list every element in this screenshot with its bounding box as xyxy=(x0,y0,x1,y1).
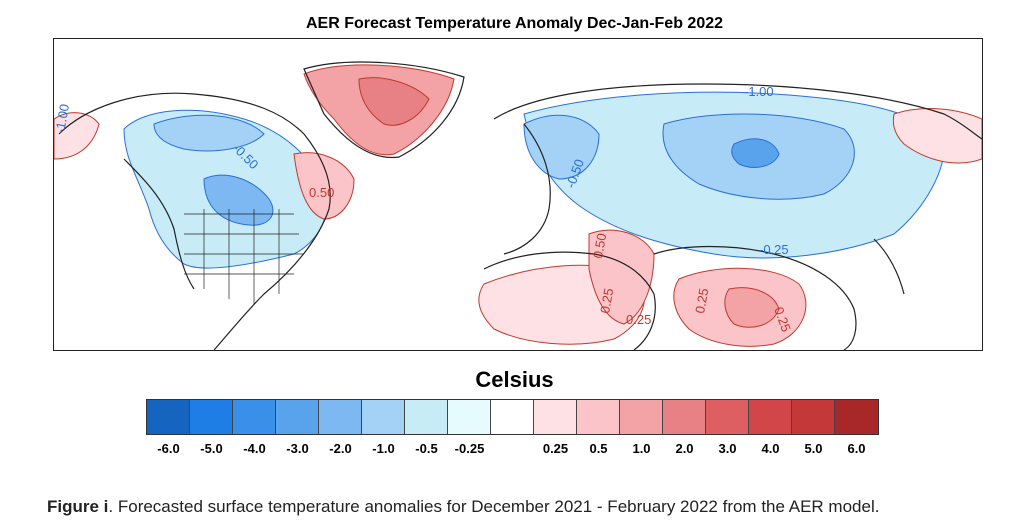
colorbar-tick-label: -6.0 xyxy=(157,441,180,456)
colorbar-tick-label: 2.0 xyxy=(675,441,694,456)
east-siberia-warm-region xyxy=(892,108,982,164)
eurasia-cold-core xyxy=(731,138,780,168)
colorbar-tick-label: 1.0 xyxy=(632,441,651,456)
colorbar-tick-label: 4.0 xyxy=(761,441,780,456)
figure-caption-label: Figure i xyxy=(47,497,109,516)
contour-label: 0.25 xyxy=(597,287,616,315)
anomaly-map: -1.00 -0.50 -0.25 -0.50 -1.00 0.50 0.50 0.25 0.2… xyxy=(53,38,983,351)
map-title: AER Forecast Temperature Anomaly Dec-Jan… xyxy=(305,15,724,32)
colorbar-swatch xyxy=(448,400,491,434)
contour-label: -1.00 xyxy=(54,103,72,135)
colorbar-tick-label: 6.0 xyxy=(847,441,866,456)
colorbar-swatch xyxy=(276,400,319,434)
colorbar-tick-label: -3.0 xyxy=(286,441,309,456)
colorbar-tick-label: 5.0 xyxy=(804,441,823,456)
contour-label: -0.25 xyxy=(759,242,789,257)
colorbar-swatch xyxy=(792,400,835,434)
colorbar-ticks: -6.0 -5.0 -4.0 -3.0 -2.0 -1.0 -0.5 -0.25 0.25 0.5… xyxy=(0,441,1029,459)
colorbar-swatch xyxy=(233,400,276,434)
colorbar-tick-label: -4.0 xyxy=(243,441,266,456)
canada-cold-band xyxy=(153,114,265,152)
colorbar-units-label: Celsius xyxy=(475,367,554,392)
figure-caption: Figure i. Forecasted surface temperature… xyxy=(47,497,879,517)
north-america-cold-core xyxy=(203,174,274,226)
colorbar-swatch xyxy=(319,400,362,434)
scandinavia-cold-region xyxy=(523,114,600,180)
colorbar-swatch xyxy=(362,400,405,434)
colorbar-tick-label: -2.0 xyxy=(329,441,352,456)
colorbar-tick-label: -0.25 xyxy=(454,441,485,456)
colorbar-swatch xyxy=(534,400,577,434)
contour-label: 0.25 xyxy=(626,312,651,327)
colorbar-swatch xyxy=(190,400,233,434)
colorbar-tick-label: 0.5 xyxy=(589,441,608,456)
colorbar-swatch xyxy=(491,400,534,434)
contour-label: 0.50 xyxy=(590,232,609,260)
middle-east-warm-region xyxy=(588,229,655,325)
colorbar-tick-label: -1.0 xyxy=(372,441,395,456)
colorbar-tick-label: -5.0 xyxy=(200,441,223,456)
colorbar-swatch xyxy=(663,400,706,434)
us-state-borders xyxy=(184,209,304,304)
figure-caption-text: . Forecasted surface temperature anomali… xyxy=(108,497,880,516)
contour-label: 0.50 xyxy=(309,185,334,200)
contour-label: 0.25 xyxy=(692,287,711,315)
colorbar-swatch xyxy=(405,400,448,434)
contour-label: -1.00 xyxy=(744,84,774,99)
colorbar-tick-label: -0.5 xyxy=(415,441,438,456)
greenland-warm-core xyxy=(358,77,430,126)
colorbar-swatch xyxy=(620,400,663,434)
china-warm-core xyxy=(724,287,780,328)
eastern-canada-warm-region xyxy=(293,152,355,220)
colorbar-swatch xyxy=(577,400,620,434)
colorbar-swatch xyxy=(749,400,792,434)
colorbar-swatch xyxy=(706,400,749,434)
colorbar xyxy=(146,399,879,435)
colorbar-tick-label: 0.25 xyxy=(542,441,569,456)
alaska-warm-region xyxy=(54,112,100,160)
colorbar-swatch xyxy=(147,400,190,434)
colorbar-tick-label: 3.0 xyxy=(718,441,737,456)
map-canvas: -1.00-0.50-0.25-0.50-1.000.500.500.25 0.2… xyxy=(54,61,982,350)
colorbar-swatch xyxy=(835,400,878,434)
coastlines xyxy=(58,61,982,350)
